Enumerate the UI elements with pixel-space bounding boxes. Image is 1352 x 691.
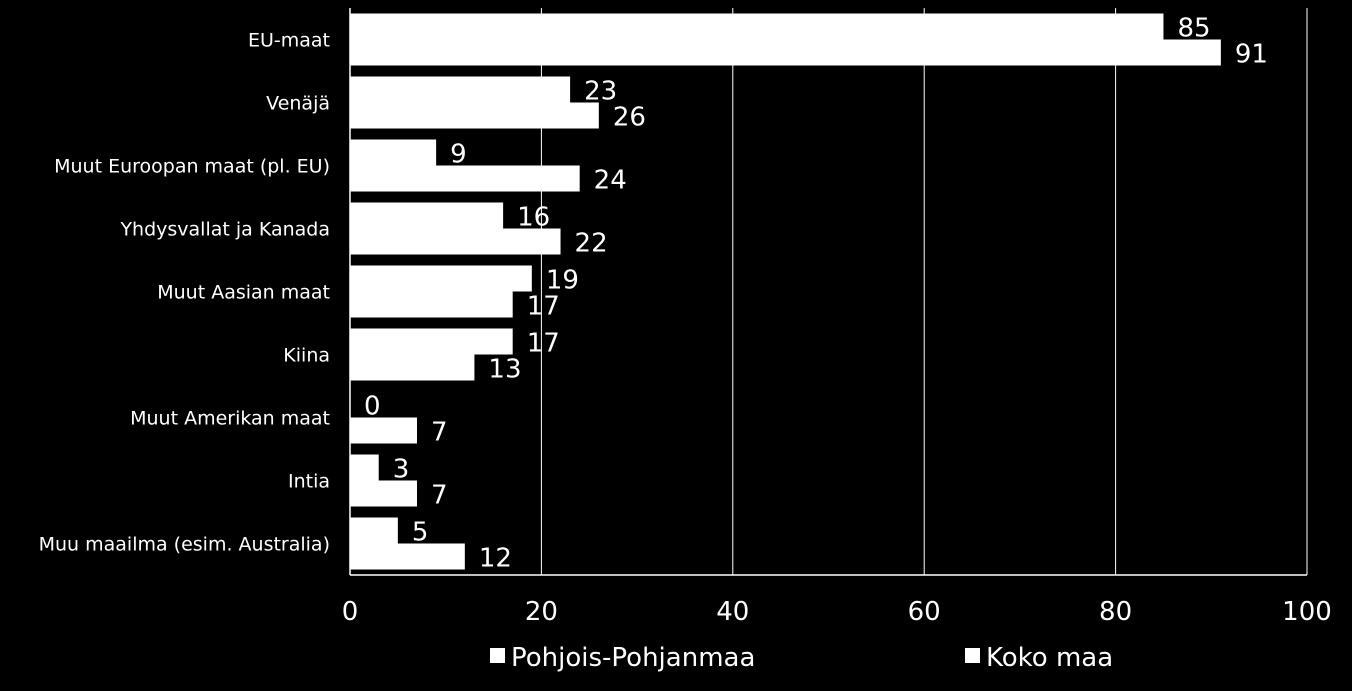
x-tick-label: 80 <box>1099 597 1132 627</box>
bar-series-1 <box>350 265 532 292</box>
legend-swatch-series-1 <box>490 648 505 663</box>
bar-series-2 <box>350 165 580 192</box>
category-label: Intia <box>288 471 330 493</box>
axes <box>349 8 1308 576</box>
bar-series-1 <box>350 13 1164 40</box>
category-label: Yhdysvallat ja Kanada <box>119 219 330 241</box>
legend-label-series-1: Pohjois-Pohjanmaa <box>511 643 755 673</box>
data-label-series-1: 3 <box>393 455 410 485</box>
x-tick-labels: 0 20 40 60 80 100 <box>342 597 1332 627</box>
category-label: EU-maat <box>248 30 330 52</box>
category-label: Venäjä <box>266 93 330 115</box>
x-tick-label: 100 <box>1282 597 1332 627</box>
x-tick-label: 60 <box>908 597 941 627</box>
data-label-series-2: 7 <box>431 481 448 511</box>
data-label-series-1: 19 <box>546 266 579 296</box>
data-label-series-2: 22 <box>575 229 608 259</box>
data-label-series-1: 16 <box>517 203 550 233</box>
legend-swatch-series-2 <box>965 648 980 663</box>
data-label-series-1: 85 <box>1177 14 1210 44</box>
x-tick-label: 40 <box>716 597 749 627</box>
bar-series-2 <box>350 543 465 570</box>
bar-series-2 <box>350 39 1221 66</box>
data-label-series-2: 24 <box>594 166 627 196</box>
data-label-series-1: 23 <box>584 77 617 107</box>
bar-series-2 <box>350 228 561 255</box>
data-label-series-2: 13 <box>488 355 521 385</box>
x-tick-label: 0 <box>342 597 359 627</box>
bar-series-2 <box>350 102 599 129</box>
bar-series-1 <box>350 139 437 166</box>
bars <box>350 13 1221 570</box>
category-label: Muut Aasian maat <box>157 282 330 304</box>
bar-series-1 <box>350 328 513 355</box>
bar-series-2 <box>350 291 513 318</box>
data-label-series-1: 0 <box>364 392 381 422</box>
bar-series-1 <box>350 76 571 103</box>
legend-label-series-2: Koko maa <box>986 643 1113 673</box>
bar-series-2 <box>350 417 417 444</box>
category-label: Kiina <box>283 345 330 367</box>
legend: Pohjois-Pohjanmaa Koko maa <box>490 643 1113 673</box>
category-labels: EU-maat Venäjä Muut Euroopan maat (pl. EU)… <box>39 30 330 556</box>
data-label-series-2: 7 <box>431 418 448 448</box>
bar-series-1 <box>350 454 379 481</box>
category-label: Muut Euroopan maat (pl. EU) <box>54 156 330 178</box>
bar-series-1 <box>350 202 504 229</box>
bar-series-1 <box>350 517 398 544</box>
bar-series-2 <box>350 480 417 507</box>
data-label-series-1: 17 <box>527 329 560 359</box>
data-label-series-2: 91 <box>1235 40 1268 70</box>
category-label: Muut Amerikan maat <box>130 408 330 430</box>
gridlines <box>540 8 1308 575</box>
x-tick-label: 20 <box>525 597 558 627</box>
bar-series-2 <box>350 354 475 381</box>
data-label-series-2: 26 <box>613 103 646 133</box>
data-label-series-1: 5 <box>412 518 429 548</box>
data-label-series-1: 9 <box>450 140 467 170</box>
data-label-series-2: 12 <box>479 544 512 574</box>
data-label-series-2: 17 <box>527 292 560 322</box>
category-label: Muu maailma (esim. Australia) <box>39 534 330 556</box>
